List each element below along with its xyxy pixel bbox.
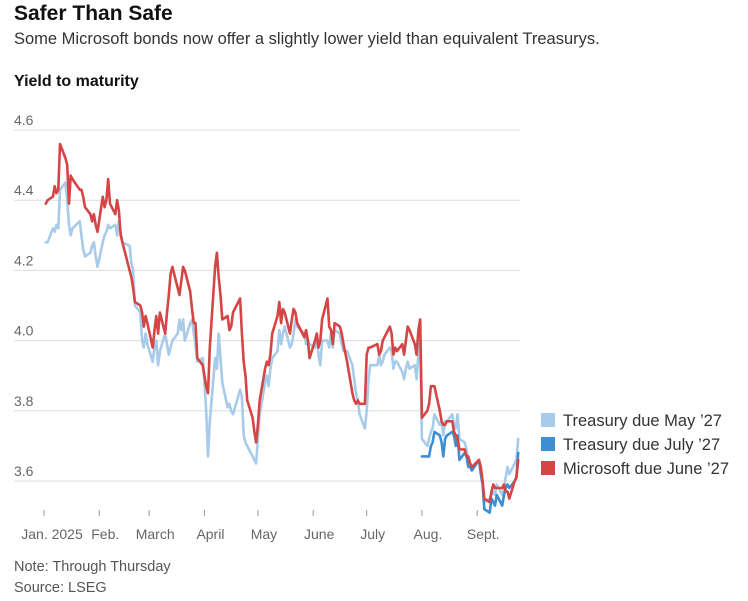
legend-swatch <box>541 461 555 475</box>
x-tick-label: May <box>251 526 277 542</box>
y-gridlines: 3.6 3.8 4.0 4.2 4.4 4.6 <box>14 112 520 482</box>
x-tick-label: March <box>136 526 175 542</box>
x-tick-label: Aug. <box>414 526 443 542</box>
legend: Treasury due May ’27 Treasury due July ’2… <box>541 412 729 478</box>
series-line-1 <box>44 181 520 504</box>
x-axis: Jan. 2025 Feb. March April May June July Aug. Se… <box>21 510 500 542</box>
chart-note: Note: Through Thursday <box>14 559 171 575</box>
x-tick-label: June <box>304 526 335 542</box>
legend-label: Treasury due July ’27 <box>563 436 720 454</box>
legend-label: Treasury due May ’27 <box>563 412 722 430</box>
legend-swatch <box>541 413 555 427</box>
chart-source: Source: LSEG <box>14 580 107 596</box>
y-tick-label: 4.2 <box>14 252 34 268</box>
y-tick-label: 4.0 <box>14 323 34 339</box>
series-lines <box>44 142 520 514</box>
x-tick-label: July <box>360 526 385 542</box>
y-tick-label: 4.4 <box>14 182 34 198</box>
chart-title: Safer Than Safe <box>14 2 173 25</box>
x-tick-label: April <box>196 526 224 542</box>
series-line-2 <box>420 430 520 514</box>
x-tick-label: Jan. 2025 <box>21 526 83 542</box>
y-tick-label: 4.6 <box>14 112 34 128</box>
legend-swatch <box>541 437 555 451</box>
legend-label: Microsoft due June ’27 <box>563 460 729 478</box>
y-axis-label: Yield to maturity <box>14 73 139 90</box>
x-tick-label: Sept. <box>467 526 500 542</box>
x-tick-label: Feb. <box>91 526 119 542</box>
series-line-3 <box>44 142 520 504</box>
y-tick-label: 3.6 <box>14 463 34 479</box>
y-tick-label: 3.8 <box>14 393 34 409</box>
chart-subtitle: Some Microsoft bonds now offer a slightl… <box>14 30 600 48</box>
